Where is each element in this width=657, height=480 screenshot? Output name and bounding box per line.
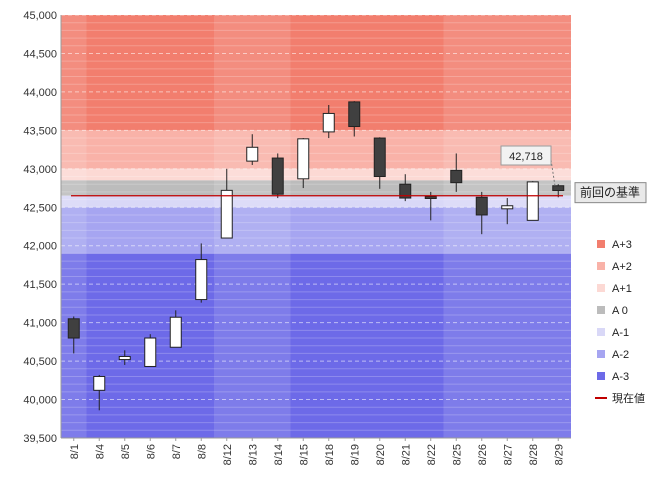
overlay-layer: 前回の基準 42,718	[71, 145, 647, 204]
x-tick-label: 8/28	[528, 444, 540, 465]
legend-swatch	[597, 372, 605, 380]
legend-label: A+2	[612, 261, 632, 273]
candle-body-down	[373, 137, 386, 178]
y-tick-label: 45,000	[23, 10, 57, 22]
x-tick-label: 8/26	[477, 444, 489, 465]
x-tick-label: 8/8	[196, 444, 208, 459]
x-tick-label: 8/20	[375, 444, 387, 465]
column-shade	[61, 15, 87, 438]
candle-body-up	[526, 181, 539, 221]
candle-body-down	[475, 196, 488, 216]
x-tick-label: 8/12	[222, 444, 234, 465]
legend-label: A-1	[612, 327, 629, 339]
gridline-layer	[61, 14, 571, 439]
column-shade	[265, 15, 291, 438]
column-shade	[545, 15, 571, 438]
axis-layer: 45,000 44,500 44,000 43,500 43,000 42,500 42,0…	[23, 10, 571, 465]
y-tick-label: 43,500	[23, 125, 57, 137]
candle-body-up	[501, 205, 514, 210]
candle-body-up	[169, 316, 182, 348]
candle-body-down	[348, 101, 361, 128]
y-tick-label: 40,500	[23, 356, 57, 368]
legend-swatch	[597, 350, 605, 358]
legend-label: A-3	[612, 371, 629, 383]
candle-body-down	[552, 185, 565, 192]
legend-label: A+3	[612, 239, 632, 251]
last-price-box	[500, 145, 552, 166]
band-aplus3	[61, 15, 571, 131]
legend-label: A 0	[612, 305, 628, 317]
y-tick-label: 43,000	[23, 164, 57, 176]
y-tick-label: 44,000	[23, 87, 57, 99]
x-tick-label: 8/13	[247, 444, 259, 465]
legend-label: 現在値	[612, 392, 645, 405]
legend-label: A+1	[612, 283, 632, 295]
legend-swatch	[597, 328, 605, 336]
x-tick-label: 8/27	[502, 444, 514, 465]
x-tick-label: 8/7	[171, 444, 183, 459]
column-shade	[494, 15, 520, 438]
candle-layer	[67, 101, 565, 411]
reference-label-box	[574, 182, 647, 204]
y-tick-label: 40,000	[23, 395, 57, 407]
column-shade	[520, 15, 546, 438]
legend-label: A-2	[612, 349, 629, 361]
candle-body-up	[322, 112, 335, 133]
candle-body-up	[118, 355, 131, 361]
candle-body-down	[271, 157, 284, 195]
legend-swatch	[597, 240, 605, 248]
x-tick-label: 8/5	[120, 444, 132, 459]
legend-swatch	[597, 284, 605, 292]
y-tick-label: 42,500	[23, 202, 57, 214]
legend-swatch	[597, 262, 605, 270]
candle-body-up	[195, 259, 208, 301]
candle-body-up	[144, 337, 157, 367]
candle-body-down	[424, 196, 437, 200]
x-tick-label: 8/19	[349, 444, 361, 465]
reference-label: 前回の基準	[580, 185, 640, 200]
x-tick-label: 8/29	[553, 444, 565, 465]
y-tick-label: 41,500	[23, 279, 57, 291]
band-aplus1	[61, 168, 571, 181]
y-tick-label: 41,000	[23, 318, 57, 330]
y-tick-label: 42,000	[23, 241, 57, 253]
x-tick-label: 8/6	[145, 444, 157, 459]
x-tick-label: 8/1	[69, 444, 81, 459]
x-tick-label: 8/25	[451, 444, 463, 465]
column-shading-layer	[61, 15, 571, 438]
x-tick-label: 8/4	[94, 444, 106, 459]
last-price-label: 42,718	[509, 151, 543, 163]
y-tick-label: 44,500	[23, 48, 57, 60]
x-tick-label: 8/15	[298, 444, 310, 465]
x-tick-label: 8/18	[324, 444, 336, 465]
candle-body-up	[246, 146, 259, 162]
x-tick-label: 8/21	[400, 444, 412, 465]
candle-body-up	[220, 189, 233, 239]
last-price-leader	[550, 159, 556, 188]
candle-body-down	[67, 318, 80, 339]
candle-body-down	[450, 169, 463, 184]
candle-body-down	[399, 183, 412, 199]
legend-swatch	[597, 306, 605, 314]
band-aplus2	[61, 130, 571, 169]
column-shade	[443, 15, 469, 438]
candle-body-up	[93, 375, 106, 391]
candle-body-up	[297, 138, 310, 180]
band-a0	[61, 180, 571, 196]
column-shade	[239, 15, 265, 438]
legend: A+3 A+2 A+1 A 0 A-1 A-2 A-3 現在値	[595, 239, 645, 405]
x-tick-label: 8/14	[273, 444, 285, 465]
band-aminus1	[61, 195, 571, 208]
y-tick-label: 39,500	[23, 433, 57, 445]
x-tick-label: 8/22	[426, 444, 438, 465]
